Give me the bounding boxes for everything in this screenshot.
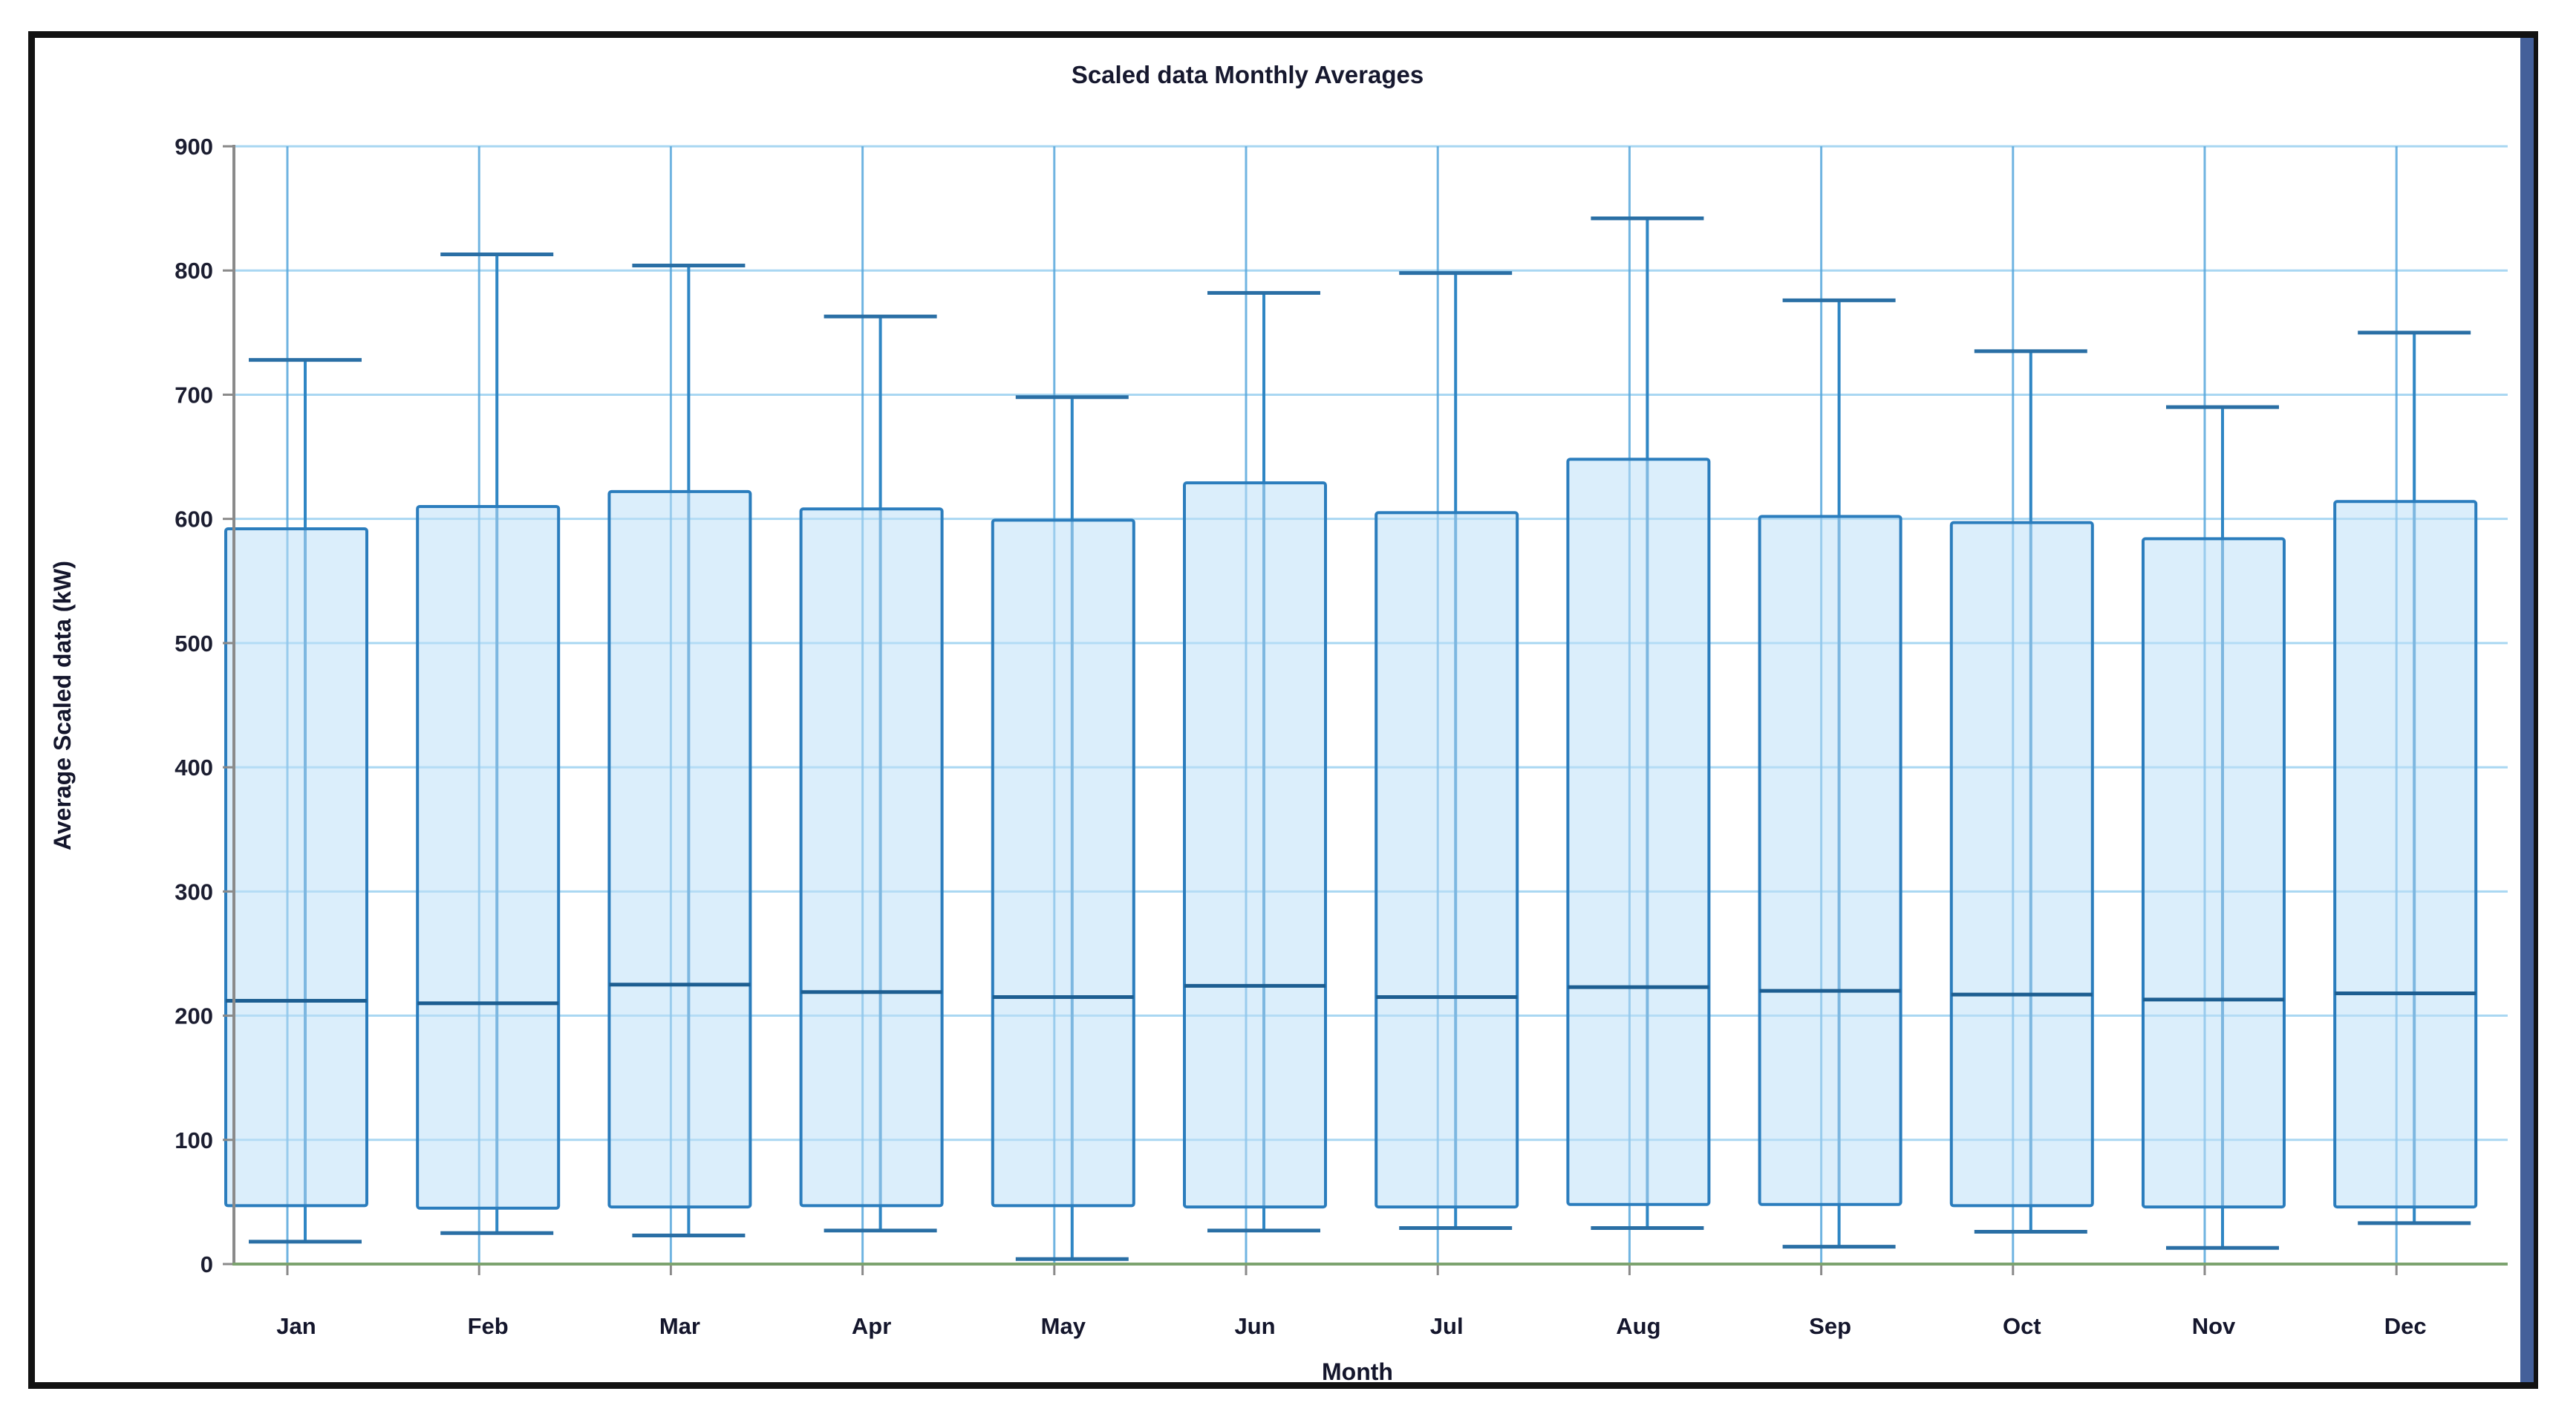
box-dec [2333, 500, 2478, 1209]
box-apr [799, 507, 944, 1208]
x-tick-label-may: May [1041, 1313, 1086, 1339]
chart-title: Scaled data Monthly Averages [1072, 61, 1424, 88]
box-may [991, 518, 1135, 1208]
boxplot-series-layer [224, 216, 2478, 1261]
x-tick-label-jan: Jan [276, 1313, 316, 1339]
y-tick-label-100: 100 [175, 1127, 213, 1153]
x-tick-label-oct: Oct [2003, 1313, 2041, 1339]
box-mar [607, 489, 752, 1209]
x-tick-label-mar: Mar [659, 1313, 700, 1339]
y-tick-label-900: 900 [175, 134, 213, 160]
y-axis-title: Average Scaled data (kW) [49, 561, 76, 850]
box-feb [416, 504, 561, 1210]
x-tick-label-jun: Jun [1234, 1313, 1275, 1339]
x-tick-label-dec: Dec [2384, 1313, 2427, 1339]
box-jul [1375, 511, 1519, 1209]
y-tick-label-200: 200 [175, 1003, 213, 1029]
y-tick-label-0: 0 [200, 1251, 213, 1277]
y-tick-label-300: 300 [175, 879, 213, 905]
box-nov [2142, 537, 2286, 1209]
y-tick-label-700: 700 [175, 382, 213, 408]
y-tick-label-400: 400 [175, 755, 213, 781]
x-tick-label-feb: Feb [468, 1313, 509, 1339]
box-jun [1183, 481, 1327, 1209]
y-tick-label-600: 600 [175, 507, 213, 533]
x-tick-label-aug: Aug [1616, 1313, 1660, 1339]
x-tick-label-apr: Apr [852, 1313, 891, 1339]
x-tick-label-sep: Sep [1809, 1313, 1851, 1339]
box-aug [1566, 457, 1711, 1206]
box-oct [1949, 521, 2094, 1208]
x-axis-title: Month [1322, 1358, 1393, 1385]
box-sep [1758, 515, 1902, 1206]
x-tick-label-nov: Nov [2192, 1313, 2236, 1339]
y-tick-label-500: 500 [175, 631, 213, 657]
x-tick-label-jul: Jul [1430, 1313, 1464, 1339]
box-jan [224, 527, 368, 1208]
window-edge-strip [2520, 38, 2534, 1382]
axis-layer: Jan Feb Mar Apr May Jun Jul Aug Sep Oct Nov Dec 0 100… [175, 134, 2508, 1339]
y-tick-label-800: 800 [175, 258, 213, 284]
